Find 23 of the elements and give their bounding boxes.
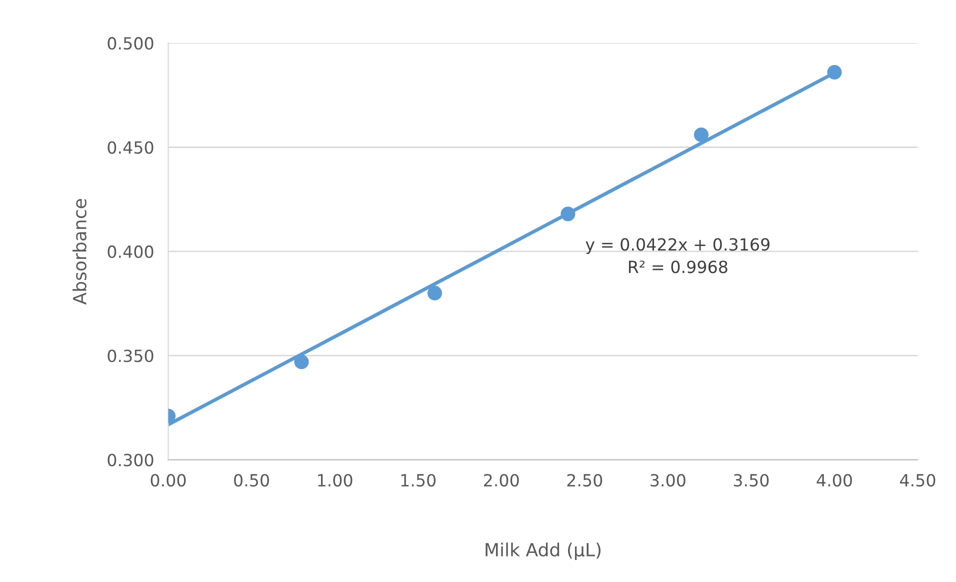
- y-tick-label: 0.450: [108, 141, 154, 154]
- y-axis-title: Absorbance: [72, 199, 86, 305]
- x-tick-label: 2.00: [484, 474, 519, 487]
- x-tick-label: 0.00: [150, 474, 186, 487]
- x-tick-label: 4.50: [900, 474, 936, 487]
- point: [827, 64, 842, 80]
- x-tick-label: 2.50: [567, 474, 602, 487]
- y-tick-label: 0.400: [108, 245, 154, 258]
- x-tick-label: 3.50: [734, 474, 769, 487]
- y-tick-label: 0.300: [108, 454, 154, 466]
- x-axis-title: Milk Add (μL): [486, 542, 601, 560]
- point: [560, 206, 576, 222]
- x-tick-label: 1.50: [401, 474, 436, 487]
- point: [427, 286, 442, 300]
- y-tick-label: 0.350: [108, 350, 154, 362]
- point: [694, 127, 709, 142]
- x-tick-label: 0.50: [234, 474, 269, 487]
- point: [294, 354, 309, 370]
- x-tick-label: 4.00: [816, 474, 852, 487]
- annotation: y = 0.0422x + 0.3169 R² = 0.9968: [586, 238, 770, 274]
- y-tick-label: 0.500: [108, 37, 154, 50]
- x-tick-label: 3.00: [650, 474, 686, 487]
- x-tick-label: 1.00: [318, 474, 352, 487]
